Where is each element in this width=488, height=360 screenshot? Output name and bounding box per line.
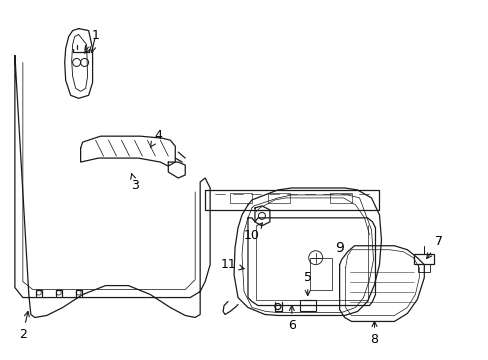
Bar [309, 258, 331, 289]
Text: 8: 8 [370, 321, 378, 346]
Text: 11: 11 [220, 258, 244, 271]
Bar [329, 193, 351, 203]
Text: 2: 2 [19, 311, 29, 341]
Text: 5: 5 [303, 271, 311, 296]
Text: 4: 4 [150, 129, 162, 147]
Text: 7: 7 [426, 235, 442, 258]
Bar [267, 193, 289, 203]
Bar [417, 264, 429, 272]
Text: 3: 3 [130, 174, 139, 193]
Text: 10: 10 [244, 223, 262, 242]
Text: 1: 1 [84, 29, 100, 53]
Bar [229, 193, 251, 203]
Bar [299, 300, 315, 311]
Bar [413, 254, 433, 264]
Text: 9: 9 [334, 241, 344, 255]
Text: 6: 6 [287, 306, 295, 332]
